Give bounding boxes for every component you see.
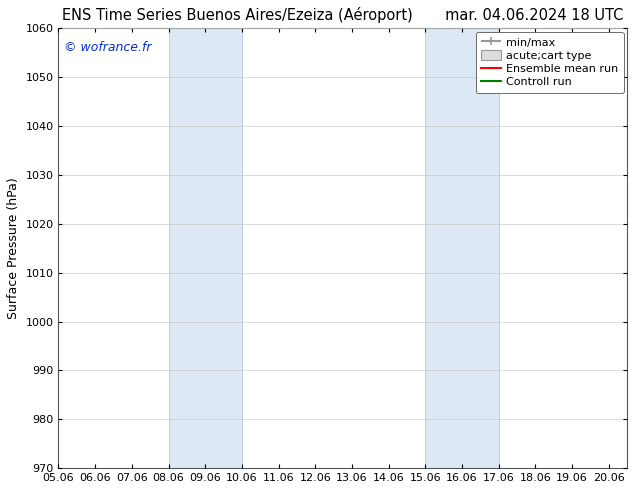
Legend: min/max, acute;cart type, Ensemble mean run, Controll run: min/max, acute;cart type, Ensemble mean …: [476, 32, 624, 93]
Y-axis label: Surface Pressure (hPa): Surface Pressure (hPa): [7, 177, 20, 319]
Text: © wofrance.fr: © wofrance.fr: [64, 42, 152, 54]
Bar: [169, 28, 242, 468]
Bar: [425, 28, 499, 468]
Title: ENS Time Series Buenos Aires/Ezeiza (Aéroport)       mar. 04.06.2024 18 UTC: ENS Time Series Buenos Aires/Ezeiza (Aér…: [62, 7, 623, 23]
